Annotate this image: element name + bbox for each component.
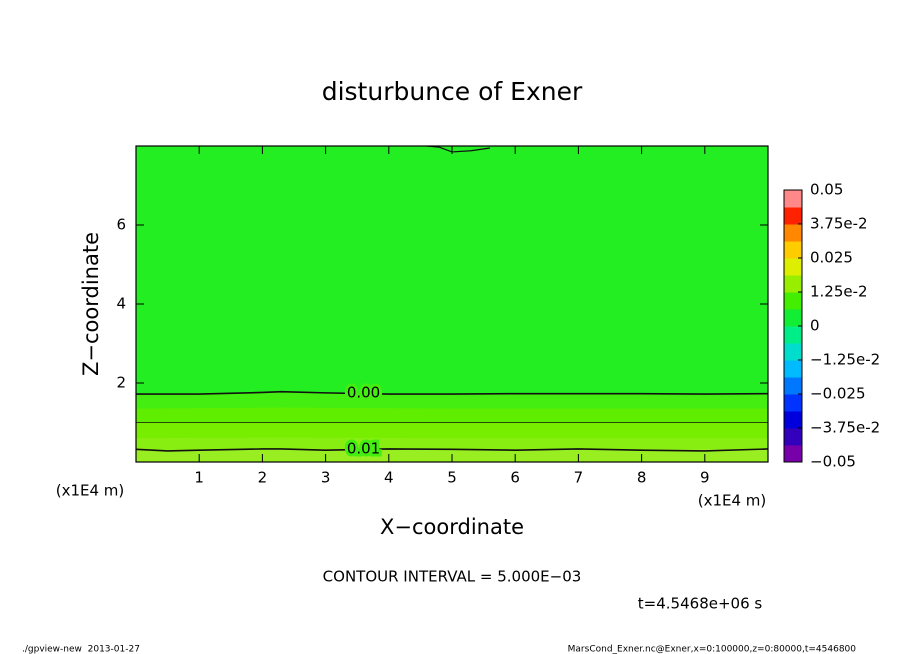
colorbar-swatch	[784, 445, 802, 463]
x-tick-label: 2	[258, 469, 268, 487]
colorbar-swatch	[784, 190, 802, 208]
colorbar-swatch	[784, 377, 802, 395]
y-axis-label: Z−coordinate	[79, 232, 103, 376]
colorbar-label: 0.05	[810, 181, 843, 199]
colorbar-swatch	[784, 394, 802, 412]
y-tick-label: 2	[116, 374, 126, 392]
y-tick-label: 4	[116, 295, 126, 313]
plot-area	[136, 146, 768, 462]
colorbar-swatch	[784, 343, 802, 361]
x-unit-label: (x1E4 m)	[698, 492, 767, 510]
colorbar-swatch	[784, 309, 802, 327]
colorbar-label: −0.025	[810, 385, 866, 403]
x-tick-label: 9	[700, 469, 710, 487]
y-tick-label: 6	[116, 216, 126, 234]
x-unit-label: (x1E4 m)	[56, 482, 125, 500]
x-axis-label: X−coordinate	[380, 515, 524, 539]
colorbar-label: −0.05	[810, 453, 856, 471]
colorbar-swatch	[784, 241, 802, 259]
colorbar-swatch	[784, 258, 802, 276]
contour-line	[136, 390, 768, 395]
fill-band	[136, 146, 768, 462]
colorbar-swatch	[784, 411, 802, 429]
chart-title: disturbunce of Exner	[322, 77, 583, 106]
contour-interval: CONTOUR INTERVAL = 5.000E−03	[323, 568, 582, 586]
colorbar-swatch	[784, 292, 802, 310]
footer-right: MarsCond_Exner.nc@Exner,x=0:100000,z=0:8…	[568, 645, 857, 654]
colorbar-swatch	[784, 360, 802, 378]
colorbar-label: −3.75e-2	[810, 419, 880, 437]
colorbar-label: 1.25e-2	[810, 283, 868, 301]
x-tick-label: 5	[447, 469, 457, 487]
footer-left: ./gpview-new 2013-01-27	[22, 645, 140, 654]
contour-label: 0.00	[347, 383, 380, 401]
colorbar-swatch	[784, 224, 802, 242]
colorbar-label: 3.75e-2	[810, 215, 868, 233]
colorbar-swatch	[784, 428, 802, 446]
x-tick-label: 6	[510, 469, 520, 487]
colorbar-label: −1.25e-2	[810, 351, 880, 369]
colorbar-swatch	[784, 275, 802, 293]
x-tick-label: 7	[574, 469, 584, 487]
contour-line	[136, 448, 768, 452]
colorbar-label: 0	[810, 317, 820, 335]
x-tick-label: 1	[194, 469, 204, 487]
colorbar-swatch	[784, 326, 802, 344]
time-label: t=4.5468e+06 s	[638, 595, 763, 613]
colorbar-label: 0.025	[810, 249, 853, 267]
x-tick-label: 4	[384, 469, 394, 487]
x-tick-label: 8	[637, 469, 647, 487]
contour-label: 0.01	[347, 439, 380, 457]
colorbar-swatch	[784, 207, 802, 225]
x-tick-label: 3	[321, 469, 331, 487]
